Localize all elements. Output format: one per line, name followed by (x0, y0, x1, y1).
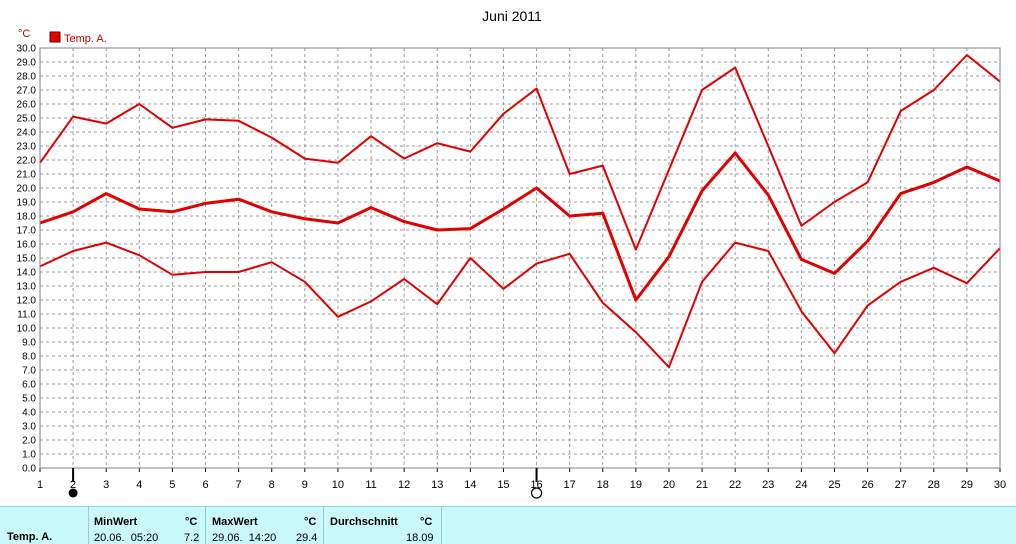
min-time: 20.06. 05:20 (94, 532, 159, 544)
stats-row-label: Temp. A. (7, 531, 53, 543)
y-tick-label: 14.0 (17, 268, 37, 279)
open-circle-marker (530, 487, 543, 499)
filled-circle-marker (68, 488, 78, 498)
x-tick-label: 16 (530, 479, 542, 491)
series-line-max (39, 54, 1001, 251)
y-tick-label: 8.0 (22, 352, 36, 363)
grid (40, 47, 1000, 469)
x-tick-label: 15 (497, 479, 509, 491)
min-unit: °C (185, 516, 198, 528)
y-unit-label: °C (18, 28, 30, 40)
y-tick-label: 9.0 (22, 338, 36, 349)
y-tick-label: 5.0 (22, 394, 36, 405)
x-tick-label: 13 (431, 479, 443, 491)
y-tick-label: 11.0 (17, 310, 36, 321)
x-tick-label: 3 (103, 479, 109, 491)
y-tick-label: 4.0 (22, 408, 36, 419)
x-tick-label: 20 (663, 479, 675, 491)
y-tick-label: 22.0 (17, 156, 37, 167)
x-tick-label: 19 (630, 479, 642, 491)
x-tick-label: 26 (861, 479, 873, 491)
series-lines (39, 54, 1001, 369)
x-tick-label: 4 (136, 479, 142, 491)
x-tick-label: 11 (365, 479, 376, 491)
x-tick-label: 10 (332, 479, 344, 491)
y-tick-label: 26.0 (17, 100, 37, 111)
avg-value: 18.09 (406, 532, 434, 544)
y-tick-labels: 0.0 1.0 2.0 3.0 4.0 5.0 6.0 7.0 8.0 9.0 10.0 11.0 12… (17, 44, 37, 475)
y-tick-label: 29.0 (17, 58, 37, 69)
day-markers (68, 468, 543, 499)
x-tick-label: 24 (795, 479, 807, 491)
x-tick-label: 8 (269, 479, 275, 491)
stats-panel: Temp. A. MinWert °C 20.06. 05:20 7.2 Max… (0, 506, 1016, 544)
y-tick-label: 6.0 (22, 380, 36, 391)
x-tick-label: 29 (961, 479, 973, 491)
legend-swatch (49, 31, 61, 43)
min-header: MinWert (94, 516, 138, 528)
x-tick-label: 27 (895, 479, 907, 491)
series-line-avg (39, 151, 1001, 302)
max-time: 29.06. 14:20 (212, 532, 277, 544)
x-tick-label: 14 (464, 479, 476, 491)
chart-title: Juni 2011 (482, 8, 542, 24)
x-tick-label: 21 (696, 479, 708, 491)
y-tick-label: 24.0 (17, 128, 37, 139)
y-tick-label: 30.0 (17, 44, 37, 55)
max-value: 29.4 (296, 532, 318, 544)
y-tick-label: 3.0 (22, 422, 36, 433)
legend-label: Temp. A. (64, 33, 107, 45)
x-tick-label: 6 (202, 479, 208, 491)
y-tick-label: 15.0 (17, 254, 37, 265)
x-tick-label: 28 (928, 479, 940, 491)
x-tick-label: 9 (302, 479, 308, 491)
y-tick-label: 23.0 (17, 142, 37, 153)
y-tick-label: 18.0 (17, 212, 37, 223)
y-tick-label: 7.0 (22, 366, 36, 377)
y-tick-label: 1.0 (22, 450, 36, 461)
y-tick-label: 19.0 (17, 198, 37, 209)
x-tick-label: 2 (70, 479, 76, 491)
y-tick-label: 27.0 (17, 86, 37, 97)
avg-unit: °C (420, 516, 433, 528)
x-tick-label: 5 (169, 479, 175, 491)
y-tick-label: 12.0 (17, 296, 37, 307)
y-tick-label: 21.0 (17, 170, 37, 181)
y-tick-label: 13.0 (17, 282, 37, 293)
series-line-min (39, 241, 1001, 369)
y-tick-label: 20.0 (17, 184, 37, 195)
max-unit: °C (304, 516, 317, 528)
x-tick-label: 7 (236, 479, 242, 491)
y-tick-label: 17.0 (17, 226, 37, 237)
x-tick-label: 1 (37, 479, 43, 491)
y-tick-label: 10.0 (17, 324, 37, 335)
y-tick-label: 2.0 (22, 436, 36, 447)
x-tick-label: 23 (762, 479, 774, 491)
x-tick-label: 18 (597, 479, 609, 491)
y-tick-label: 0.0 (22, 464, 36, 475)
min-value: 7.2 (184, 532, 200, 544)
max-header: MaxWert (212, 516, 258, 528)
x-tick-label: 30 (994, 479, 1006, 491)
x-tick-label: 12 (398, 479, 410, 491)
x-tick-label: 22 (729, 479, 741, 491)
avg-header: Durchschnitt (330, 516, 398, 528)
x-tick-labels: 1 2 3 4 5 6 7 8 9 10 11 12 13 14 15 16 17 18 19 20 21 22 23 24 2… (37, 468, 1006, 491)
y-tick-label: 28.0 (17, 72, 37, 83)
plot-frame (39, 47, 1001, 469)
x-tick-label: 17 (564, 479, 576, 491)
y-tick-label: 16.0 (17, 240, 37, 251)
x-tick-label: 25 (828, 479, 840, 491)
temperature-chart: Juni 2011 °C Temp. A. 0.0 1.0 2.0 3.0 4.0 5.0… (17, 8, 1006, 499)
y-tick-label: 25.0 (17, 114, 37, 125)
